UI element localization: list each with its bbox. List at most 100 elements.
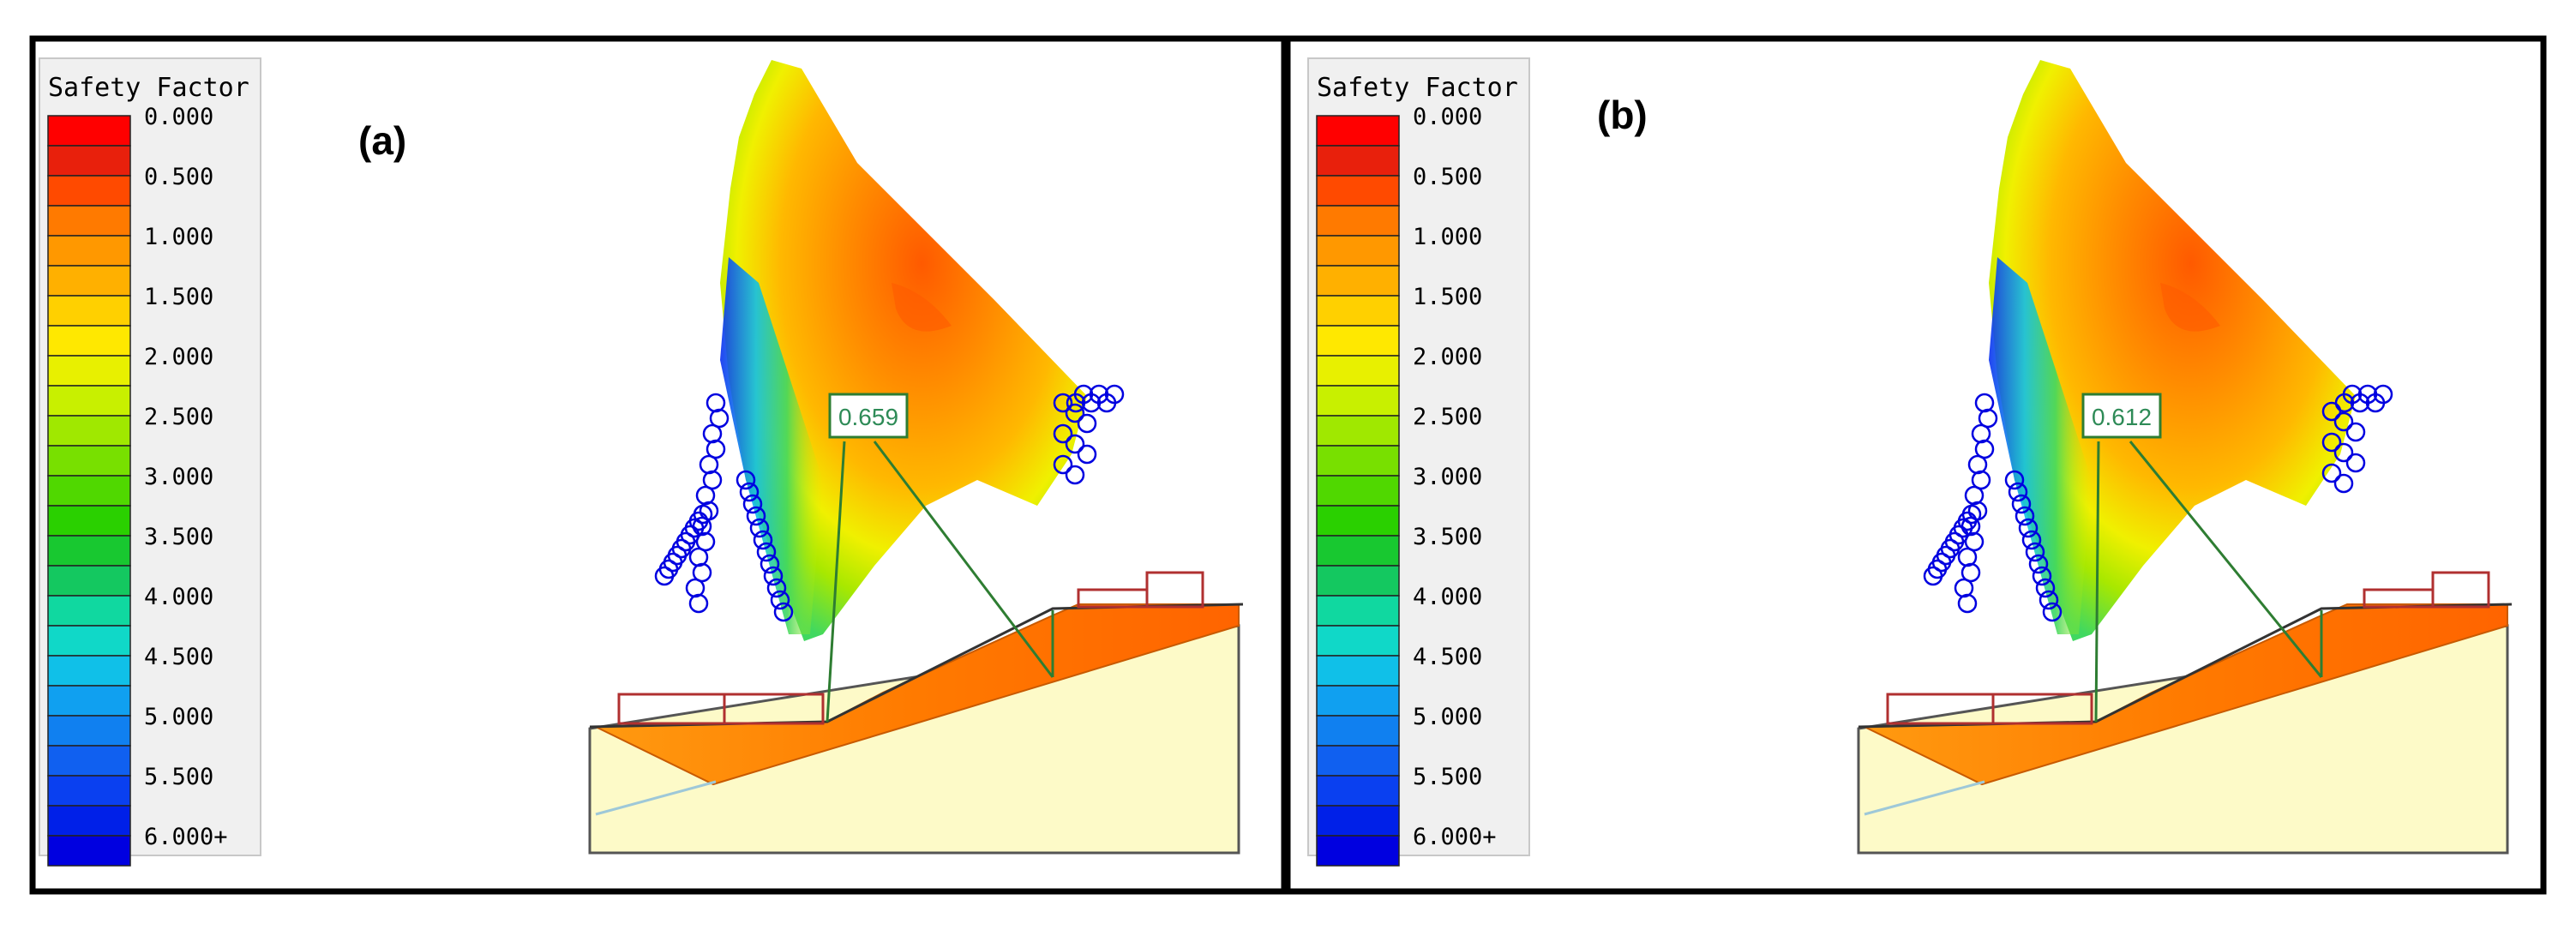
legend-swatch [47,445,131,477]
low-fs-dot [1974,439,1995,459]
low-fs-dot [756,542,777,562]
surface-load [1886,571,2490,725]
low-fs-dot [1971,470,1991,490]
legend-tick-label: 5.500 [144,764,213,790]
fs-label-box [2081,393,2162,439]
legend-tick-label: 0.500 [1413,164,1482,190]
legend-swatch [1316,505,1400,537]
low-fs-dot [2021,530,2042,550]
low-fs-dot [742,494,763,514]
low-fs-dot [1065,465,1085,485]
panel-label: (a) [358,118,406,163]
water-line [595,780,717,816]
water-line [1864,780,1985,816]
low-fs-dot [702,470,723,490]
legend-tick-label: 1.000 [1413,224,1482,250]
low-fs-dot [766,578,787,598]
legend-swatch [47,175,131,207]
annotation-leader [2129,441,2323,678]
low-fs-dot [2008,482,2028,502]
low-fs-dot [2345,422,2366,442]
low-fs-dot [2011,494,2032,514]
legend-tick-label: 4.000 [1413,584,1482,610]
legend-swatch [1316,265,1400,297]
low-fs-dot [2035,578,2056,598]
legend-swatch [1316,415,1400,447]
legend-swatch [1316,115,1400,147]
legend-swatch [1316,625,1400,657]
legend-swatches [47,115,131,867]
low-fs-dot [706,439,726,459]
low-fs-dot [688,593,709,614]
legend-swatch [1316,565,1400,597]
low-fs-dot [763,566,784,586]
legend-swatch [47,655,131,687]
legend-swatch [1316,535,1400,567]
legend-tick-label: 6.000+ [144,824,228,850]
low-fs-dot [654,566,675,586]
legend-panel-b: Safety Factor 0.000 0.500 1.000 1.500 2.000 2… [1307,57,1530,867]
legend-swatch [47,565,131,597]
legend-swatch [1316,835,1400,867]
legend-tick-label: 1.000 [144,224,213,250]
legend-tick-label: 3.000 [1413,464,1482,490]
legend-tick-label: 0.000 [1413,104,1482,130]
factor-of-safety-value: 0.612 [2092,404,2152,430]
legend-tick-label: 3.500 [144,524,213,550]
legend-swatch [1316,205,1400,237]
legend-tick-label: 1.500 [144,284,213,310]
annotation-leader [873,441,1054,678]
low-fs-dot [2373,384,2393,405]
legend-swatch [47,715,131,747]
low-fs-dot [1077,413,1097,434]
legend-swatch [1316,685,1400,717]
low-fs-dot [2018,518,2039,538]
low-fs-dot [1053,393,1073,413]
low-fs-dot [692,562,712,583]
legend-tick-label: 0.500 [144,164,213,190]
legend-swatch [47,805,131,837]
legend-swatch [47,685,131,717]
legend-tick-label: 4.500 [1413,644,1482,670]
low-fs-dot [1077,444,1097,465]
legend-swatch [47,115,131,147]
legend-swatch [47,355,131,387]
legend-tick-label: 3.000 [144,464,213,490]
low-fs-dot [2004,470,2025,490]
legend-swatch [47,265,131,297]
low-fs-dot [2028,554,2049,574]
safety-factor-cloud [720,60,1087,641]
legend-title: Safety Factor [48,73,249,103]
low-fs-dot [760,554,780,574]
low-fs-dot [709,408,730,429]
panel-label: (b) [1597,93,1648,137]
legend-swatch [47,385,131,417]
low-fs-dots [654,384,1125,622]
legend-tick-label: 5.000 [1413,704,1482,730]
low-fs-dot [736,470,756,490]
low-fs-dot [2032,566,2052,586]
legend-title: Safety Factor [1317,73,1518,103]
annotation-leader [2094,441,2100,723]
low-fs-dot [1961,562,1981,583]
low-fs-dot [2042,602,2063,622]
low-fs-dot [2039,590,2059,610]
legend-tick-label: 2.000 [144,344,213,370]
legend-swatch [1316,715,1400,747]
low-fs-dot [2345,453,2366,473]
legend-swatch [1316,805,1400,837]
fs-label-box [828,393,909,439]
legend-swatch [47,505,131,537]
low-fs-dot [2321,463,2342,483]
low-fs-dot [1964,531,1985,552]
legend-tick-label: 4.500 [144,644,213,670]
low-fs-dot [1065,403,1085,423]
annotation-leader [826,441,846,723]
low-fs-dot [1923,566,1943,586]
low-fs-dot [749,518,770,538]
low-fs-dot [1957,593,1978,614]
legend-swatch [1316,325,1400,357]
low-fs-dot [2015,506,2035,526]
legend-swatch [47,625,131,657]
